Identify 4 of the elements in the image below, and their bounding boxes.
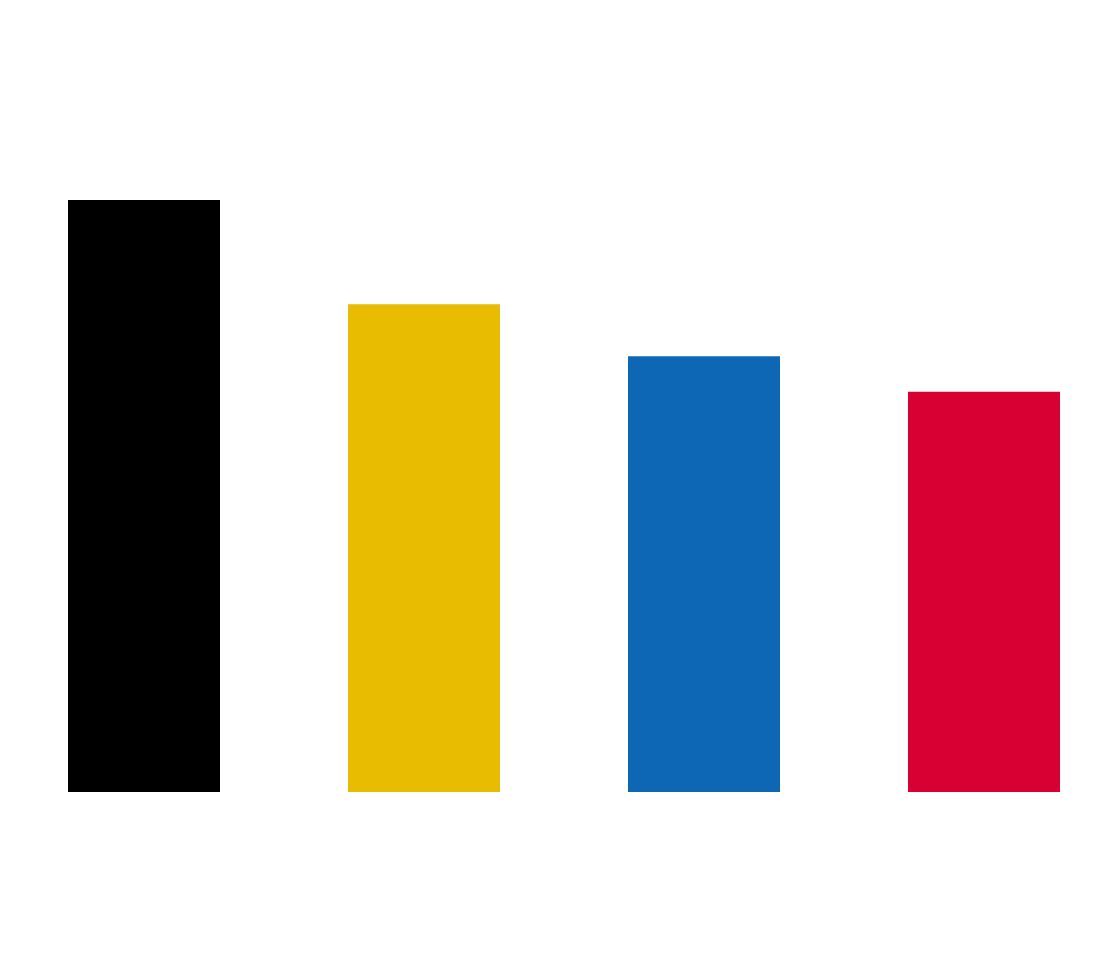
bar bbox=[348, 304, 500, 792]
bar bbox=[908, 391, 1060, 792]
bar bbox=[628, 356, 780, 792]
bar bbox=[68, 200, 220, 792]
